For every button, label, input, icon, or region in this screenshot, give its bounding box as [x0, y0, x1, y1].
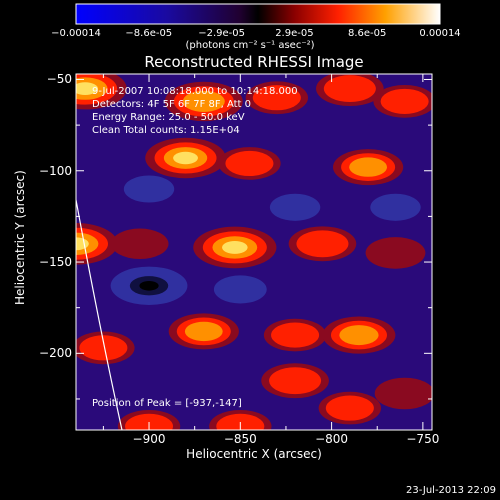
heatmap-blob — [333, 149, 404, 186]
x-axis-label: Heliocentric X (arcsec) — [186, 447, 322, 461]
heatmap-blob — [263, 318, 327, 352]
heatmap-blob — [269, 193, 321, 221]
heatmap-blob — [288, 226, 357, 262]
heatmap-blob — [76, 331, 135, 365]
heatmap-blob — [316, 74, 384, 107]
heatmap-blob — [261, 363, 329, 399]
time-annotation: 9-Jul-2007 10:08:18.000 to 10:14:18.000 — [92, 86, 298, 97]
y-tick-label: −150 — [39, 255, 72, 270]
heatmap-blob — [322, 316, 396, 354]
y-axis-label: Heliocentric Y (arcsec) — [13, 170, 27, 305]
colorbar-tick-label: −0.00014 — [51, 28, 101, 39]
y-tick-label: −50 — [46, 72, 72, 87]
chart-title: Reconstructed RHESSI Image — [144, 53, 364, 71]
peak-annotation: Position of Peak = [-937,-147] — [92, 398, 242, 409]
heatmap-blob — [117, 410, 181, 430]
heatmap-blob — [318, 391, 382, 425]
colorbar-tick-label: −2.9e-05 — [198, 28, 245, 39]
colorbar-tick-label: −8.6e-05 — [125, 28, 173, 39]
heatmap-blob — [365, 237, 426, 269]
heatmap-blob — [373, 85, 432, 118]
x-tick-label: −750 — [406, 432, 440, 446]
x-tick-label: −850 — [223, 432, 257, 446]
x-tick-label: −900 — [132, 432, 166, 446]
colorbar-tick-label: 8.6e-05 — [347, 28, 387, 39]
y-tick-label: −200 — [39, 346, 72, 361]
heatmap-blob — [218, 147, 281, 180]
x-tick-label: −800 — [315, 432, 349, 446]
clean-annotation: Clean Total counts: 1.15E+04 — [92, 125, 240, 136]
heatmap-blob — [370, 193, 421, 221]
colorbar — [75, 3, 441, 25]
heatmap-blob — [209, 410, 272, 430]
heatmap-blob — [76, 74, 127, 110]
solar-limb-line — [76, 199, 123, 430]
heatmap-blob — [111, 228, 169, 260]
heatmap-blob — [145, 137, 226, 179]
colorbar-units: (photons cm⁻² s⁻¹ asec⁻²) — [185, 40, 315, 51]
heatmap-blob — [213, 275, 267, 304]
heatmap-blob — [123, 175, 175, 203]
detectors-annotation: Detectors: 4F 5F 6F 7F 8F, Att 0 — [92, 99, 252, 110]
heatmap-blob — [245, 81, 309, 115]
heatmap-blob — [168, 313, 239, 350]
heatmap-blob — [110, 266, 188, 305]
heatmap-blob — [374, 377, 432, 410]
heatmap-blob — [193, 226, 277, 269]
colorbar-tick-label: 2.9e-05 — [275, 28, 314, 39]
colorbar-tick-label: 0.00014 — [419, 28, 461, 39]
footer-date: 23-Jul-2013 22:09 — [405, 485, 496, 496]
energy-annotation: Energy Range: 25.0 - 50.0 keV — [92, 112, 245, 123]
y-tick-label: −100 — [39, 163, 72, 178]
heatmap-blob — [164, 81, 243, 122]
